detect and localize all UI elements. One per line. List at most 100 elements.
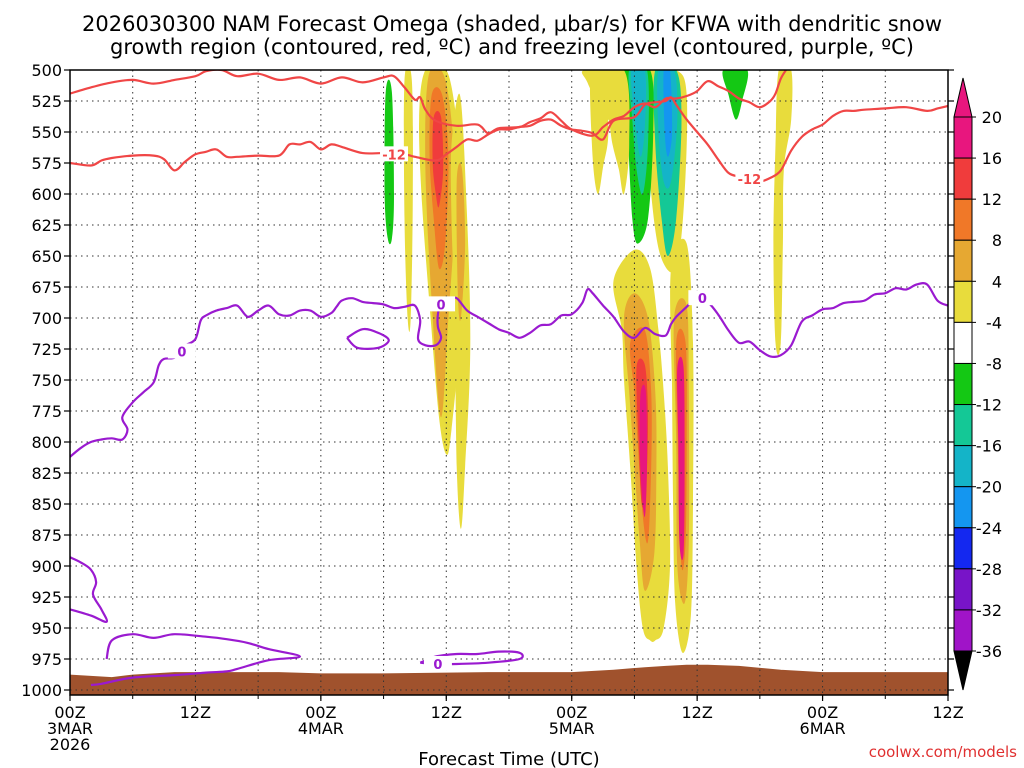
y-tick-label-750: 750 — [31, 371, 62, 390]
colorbar-swatch-9 — [953, 486, 973, 529]
contour-label-dendritic-2: -12 — [738, 173, 762, 188]
y-tick-label-800: 800 — [31, 433, 62, 452]
y-tick-label-850: 850 — [31, 495, 62, 514]
contour-label-dendritic-2-bg — [735, 171, 764, 187]
contour-label-freezing_main: 0 — [177, 345, 186, 360]
colorbar-bottom-arrow — [953, 650, 973, 691]
omega-region-1 — [384, 79, 394, 245]
colorbar-label-1: 16 — [982, 149, 1002, 168]
omega-region-18 — [773, 70, 793, 356]
x-tick-label-48-0: 00Z — [556, 703, 587, 722]
colorbar: 20 16 12 8 4 -4 -8 -12 -16 -20 -24 -28 -32 -36 — [953, 77, 1002, 691]
x-tick-label-12-0: 12Z — [180, 703, 211, 722]
x-tick-label-72-0: 00Z — [807, 703, 838, 722]
colorbar-label-3: 8 — [992, 231, 1002, 250]
contour-label-bg-dendritic_lower — [380, 146, 409, 162]
terrain-fill — [70, 664, 948, 695]
y-tick-label-600: 600 — [31, 185, 62, 204]
y-tick-label-900: 900 — [31, 557, 62, 576]
colorbar-label-6: -8 — [986, 354, 1002, 373]
colorbar-swatch-1 — [953, 157, 973, 200]
colorbar-label-12: -32 — [976, 601, 1002, 620]
colorbar-swatch-10 — [953, 527, 973, 570]
y-tick-label-650: 650 — [31, 247, 62, 266]
contour-label-dendritic_lower: -12 — [382, 148, 406, 163]
x-tick-label-0-2: 2026 — [50, 735, 91, 754]
omega-region-7 — [456, 163, 466, 321]
colorbar-label-5: -4 — [986, 313, 1002, 332]
colorbar-label-13: -36 — [976, 642, 1002, 661]
colorbar-label-10: -24 — [976, 519, 1002, 538]
x-axis-title: Forecast Time (UTC) — [418, 749, 599, 768]
omega-region-17 — [722, 70, 749, 120]
contour-freezing_main — [70, 282, 948, 458]
grid — [69, 69, 949, 695]
x-tick-label-24-1: 4MAR — [298, 719, 344, 738]
omega-region-12 — [663, 70, 673, 157]
y-tick-label-825: 825 — [31, 464, 62, 483]
colorbar-label-7: -12 — [976, 396, 1002, 415]
colorbar-label-0: 20 — [982, 108, 1002, 127]
contour-label-freezing-2-bg — [427, 296, 456, 312]
omega-region-23 — [639, 384, 648, 518]
x-tick-label-24-0: 00Z — [305, 703, 336, 722]
colorbar-swatch-4 — [953, 280, 973, 323]
colorbar-label-11: -28 — [976, 560, 1002, 579]
colorbar-swatch-0 — [953, 116, 973, 159]
contour-dendritic_lower — [70, 96, 948, 183]
y-tick-label-575: 575 — [31, 154, 62, 173]
y-tick-label-775: 775 — [31, 402, 62, 421]
colorbar-label-4: 4 — [992, 272, 1002, 291]
contour-label-freezing_blob2: 0 — [433, 658, 442, 673]
y-tick-label-1000: 1000 — [21, 681, 62, 700]
y-tick-label-725: 725 — [31, 340, 62, 359]
contours: -12 0 0 -12 0 0 — [70, 70, 948, 687]
y-tick-label-625: 625 — [31, 216, 62, 235]
colorbar-swatch-2 — [953, 198, 973, 241]
colorbar-swatch-3 — [953, 239, 973, 282]
omega-region-27 — [677, 356, 685, 561]
contour-freezing_blob — [346, 327, 390, 350]
colorbar-swatch-7 — [953, 404, 973, 447]
colorbar-swatch-6 — [953, 362, 973, 406]
colorbar-top-arrow — [953, 77, 973, 118]
contour-label-bg-freezing_main — [167, 343, 196, 359]
y-tick-label-875: 875 — [31, 526, 62, 545]
chart-title-line2: growth region (contoured, red, ºC) and f… — [110, 35, 914, 59]
omega-region-16 — [581, 70, 630, 195]
colorbar-swatch-12 — [953, 609, 973, 652]
colorbar-label-8: -16 — [976, 437, 1002, 456]
chart-title-line1: 2026030300 NAM Forecast Omega (shaded, µ… — [82, 12, 942, 36]
colorbar-label-9: -20 — [976, 478, 1002, 497]
x-tick-label-72-1: 6MAR — [800, 719, 846, 738]
colorbar-swatch-8 — [953, 445, 973, 488]
colorbar-swatch-11 — [953, 568, 973, 611]
contour-dendritic_upper — [70, 70, 787, 137]
contour-freezing_low — [70, 556, 109, 624]
colorbar-label-2: 12 — [982, 190, 1002, 209]
contour-label-freezing-2: 0 — [437, 298, 446, 313]
contour-label-freezing-3-bg — [688, 290, 717, 306]
contour-label-bg-freezing_blob2 — [423, 655, 452, 671]
omega-region-0 — [403, 70, 413, 332]
y-axis: 500 525 550 575 600 625 650 675 700 725 750 775 800 8… — [21, 61, 954, 700]
x-tick-label-0-1: 3MAR — [47, 719, 93, 738]
terrain — [70, 664, 948, 695]
x-tick-label-0-0: 00Z — [54, 703, 85, 722]
x-tick-label-60-0: 12Z — [681, 703, 712, 722]
x-tick-label-48-1: 5MAR — [549, 719, 595, 738]
credit-text: coolwx.com/models — [869, 743, 1017, 761]
contour-label-freezing-3: 0 — [698, 292, 707, 307]
y-tick-label-500: 500 — [31, 61, 62, 80]
y-tick-label-700: 700 — [31, 309, 62, 328]
y-tick-label-925: 925 — [31, 588, 62, 607]
x-tick-label-84-0: 12Z — [932, 703, 963, 722]
colorbar-swatch-5 — [953, 321, 973, 364]
y-tick-label-975: 975 — [31, 650, 62, 669]
contour-freezing_low2 — [90, 633, 302, 687]
omega-shading — [384, 70, 793, 654]
y-tick-label-675: 675 — [31, 278, 62, 297]
y-tick-label-550: 550 — [31, 123, 62, 142]
